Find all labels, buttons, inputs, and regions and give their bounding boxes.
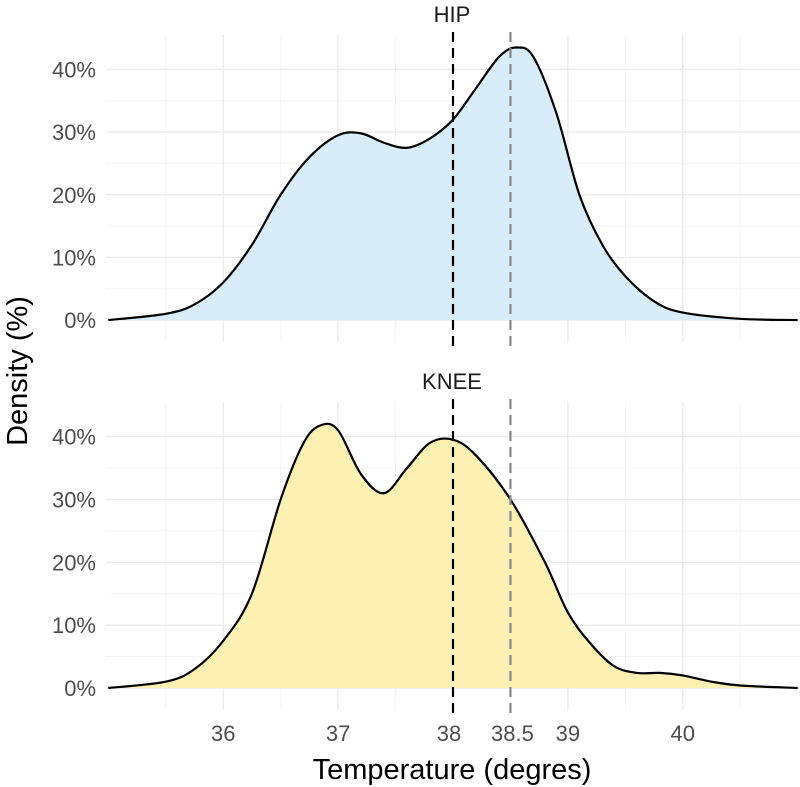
hip-reference-lines bbox=[451, 32, 512, 347]
x-tick-label: 40 bbox=[671, 721, 695, 746]
x-tick-label: 38.5 bbox=[491, 721, 534, 746]
hip-y-tick-label: 10% bbox=[52, 245, 96, 270]
hip-y-tick-label: 40% bbox=[52, 57, 96, 82]
x-tick-label: 39 bbox=[556, 721, 580, 746]
x-axis-ticks: 36 37 38 38.5 39 40 bbox=[211, 721, 695, 746]
hip-y-ticks: 0% 10% 20% 30% 40% bbox=[52, 57, 96, 333]
hip-y-tick-label: 30% bbox=[52, 120, 96, 145]
knee-y-tick-label: 10% bbox=[52, 613, 96, 638]
x-axis-title: Temperature (degres) bbox=[313, 754, 592, 786]
hip-panel-title: HIP bbox=[434, 2, 471, 27]
panel-hip: HIP 0% 10% 20% 30% 40% bbox=[52, 2, 800, 347]
knee-y-tick-label: 20% bbox=[52, 550, 96, 575]
x-tick-label: 37 bbox=[326, 721, 350, 746]
hip-y-tick-label: 0% bbox=[64, 308, 96, 333]
knee-y-tick-label: 30% bbox=[52, 487, 96, 512]
x-tick-label: 36 bbox=[211, 721, 235, 746]
knee-y-tick-label: 0% bbox=[64, 676, 96, 701]
knee-density-line bbox=[108, 422, 798, 690]
knee-y-tick-label: 40% bbox=[52, 425, 96, 450]
y-axis-title: Density (%) bbox=[2, 296, 34, 446]
knee-density-area bbox=[108, 422, 798, 690]
knee-reference-lines bbox=[451, 399, 512, 715]
knee-panel-title: KNEE bbox=[422, 369, 482, 394]
knee-density-fill bbox=[108, 423, 798, 688]
x-tick-label: 38 bbox=[437, 721, 461, 746]
hip-y-tick-label: 20% bbox=[52, 183, 96, 208]
panel-knee: KNEE 0% 10% 20% 30% 40% bbox=[52, 369, 800, 715]
knee-y-ticks: 0% 10% 20% 30% 40% bbox=[52, 425, 96, 701]
